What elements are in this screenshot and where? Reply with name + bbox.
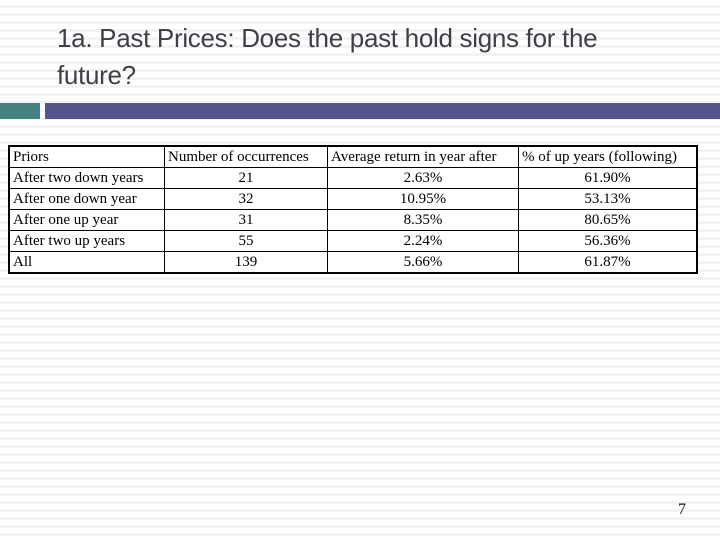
cell-prior: After two down years (8, 167, 165, 189)
table-row: After two down years 21 2.63% 61.90% (8, 167, 698, 189)
cell-avg-return: 5.66% (327, 251, 519, 274)
cell-occurrences: 32 (164, 188, 328, 210)
cell-prior: After two up years (8, 230, 165, 252)
cell-pct-up: 61.87% (518, 251, 698, 274)
cell-occurrences: 139 (164, 251, 328, 274)
cell-prior: After one up year (8, 209, 165, 231)
cell-occurrences: 55 (164, 230, 328, 252)
table-row: After one down year 32 10.95% 53.13% (8, 188, 698, 210)
cell-avg-return: 8.35% (327, 209, 519, 231)
cell-pct-up: 56.36% (518, 230, 698, 252)
page-number: 7 (678, 501, 686, 518)
cell-occurrences: 31 (164, 209, 328, 231)
column-header-pct-up: % of up years (following) (518, 145, 698, 168)
page-title: 1a. Past Prices: Does the past hold sign… (57, 23, 598, 90)
cell-prior: All (8, 251, 165, 274)
cell-pct-up: 61.90% (518, 167, 698, 189)
accent-square-teal (0, 103, 40, 119)
cell-avg-return: 10.95% (327, 188, 519, 210)
column-header-occurrences: Number of occurrences (164, 145, 328, 168)
table-header-row: Priors Number of occurrences Average ret… (8, 145, 698, 168)
table-row: After one up year 31 8.35% 80.65% (8, 209, 698, 231)
accent-bar-purple (45, 103, 720, 119)
cell-pct-up: 80.65% (518, 209, 698, 231)
table-row: All 139 5.66% 61.87% (8, 251, 698, 274)
column-header-priors: Priors (8, 145, 165, 168)
priors-returns-table: Priors Number of occurrences Average ret… (8, 145, 698, 274)
cell-prior: After one down year (8, 188, 165, 210)
cell-occurrences: 21 (164, 167, 328, 189)
column-header-avg-return: Average return in year after (327, 145, 519, 168)
cell-avg-return: 2.24% (327, 230, 519, 252)
table-row: After two up years 55 2.24% 56.36% (8, 230, 698, 252)
cell-pct-up: 53.13% (518, 188, 698, 210)
cell-avg-return: 2.63% (327, 167, 519, 189)
